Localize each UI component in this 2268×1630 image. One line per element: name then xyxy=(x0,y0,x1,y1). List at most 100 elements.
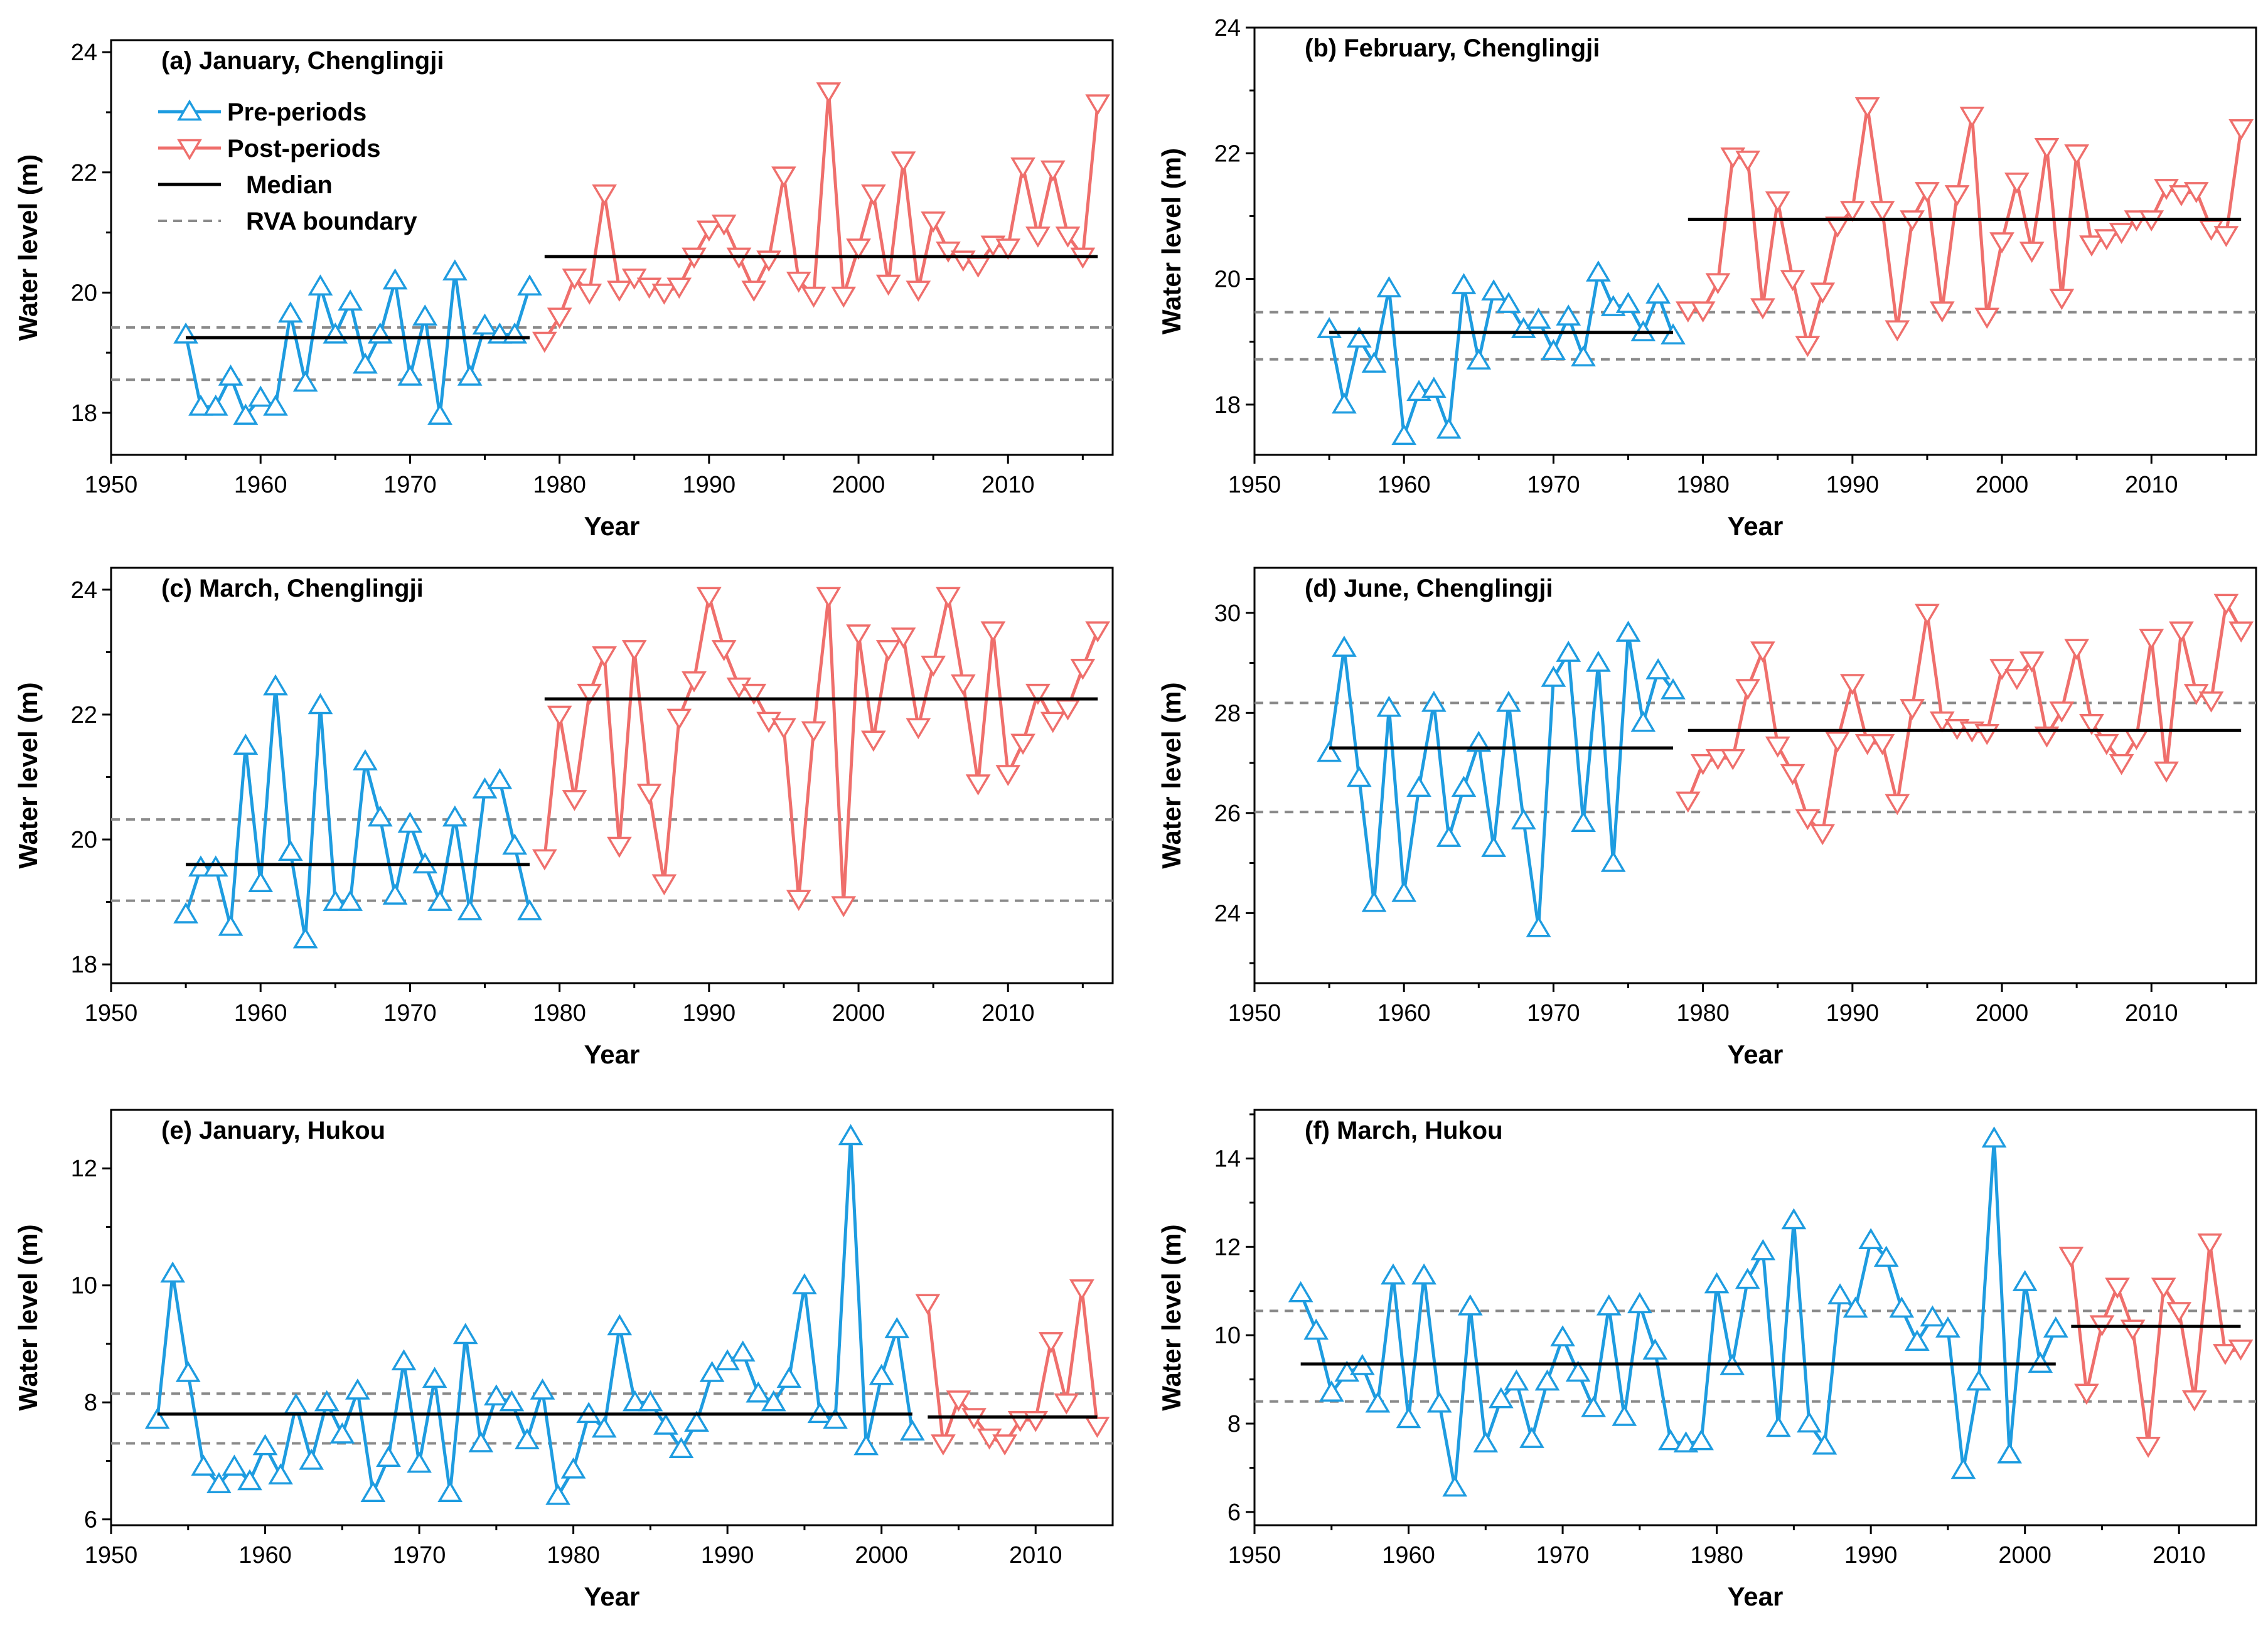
post-data-point xyxy=(2228,119,2254,141)
pre-data-point xyxy=(1596,1294,1622,1316)
y-tick-label: 18 xyxy=(71,400,97,427)
pre-periods-line xyxy=(1299,1137,2058,1489)
post-data-point xyxy=(1974,307,2000,329)
post-data-point xyxy=(1825,731,1850,753)
pre-data-point xyxy=(1303,1318,1329,1340)
post-data-point xyxy=(1795,336,1821,358)
x-tick-label: 1970 xyxy=(1536,1542,1590,1569)
pre-data-point xyxy=(1615,292,1641,313)
post-data-point xyxy=(891,627,916,649)
x-tick-label: 1990 xyxy=(1826,472,1880,498)
post-data-point xyxy=(607,280,632,302)
pre-data-point xyxy=(367,805,393,827)
post-data-point xyxy=(816,82,842,104)
y-tick-label: 12 xyxy=(1214,1234,1241,1260)
y-tick-label: 18 xyxy=(71,952,97,978)
post-data-point xyxy=(801,286,826,308)
post-data-point xyxy=(2213,1344,2238,1365)
post-data-point xyxy=(696,220,722,242)
pre-data-point xyxy=(1627,1292,1652,1314)
x-tick-label: 1960 xyxy=(234,1000,287,1026)
pre-data-point xyxy=(1541,339,1566,360)
pre-data-point xyxy=(427,403,452,425)
pre-data-point xyxy=(1288,1281,1313,1302)
pre-data-point xyxy=(1381,1263,1406,1285)
pre-data-point xyxy=(277,839,303,861)
y-tick-label: 14 xyxy=(1214,1146,1241,1172)
x-tick-label: 1970 xyxy=(383,1000,437,1026)
x-tick-label: 2000 xyxy=(1976,472,2029,498)
x-tick-label: 1970 xyxy=(383,472,437,498)
pre-data-point xyxy=(792,1273,817,1294)
x-tick-label: 1990 xyxy=(701,1542,754,1569)
pre-data-point xyxy=(730,1340,756,1362)
pre-data-point xyxy=(1765,1415,1791,1437)
y-tick-label: 12 xyxy=(71,1156,97,1182)
plot-frame xyxy=(1253,1109,2257,1526)
x-tick-label: 1990 xyxy=(1826,1000,1880,1026)
pre-data-point xyxy=(487,768,513,789)
post-data-point xyxy=(1795,809,1821,831)
pre-data-point xyxy=(1526,307,1551,329)
y-tick-label: 8 xyxy=(1228,1411,1241,1437)
pre-data-point xyxy=(776,1366,802,1388)
post-data-point xyxy=(2019,242,2045,263)
pre-data-point xyxy=(1376,276,1402,297)
pre-data-point xyxy=(1661,323,1686,344)
pre-data-point xyxy=(233,403,259,425)
pre-data-point xyxy=(638,1390,663,1412)
post-data-point xyxy=(1690,754,1716,775)
pre-data-point xyxy=(468,1431,494,1452)
post-data-point xyxy=(1900,699,1925,720)
legend-post-marker xyxy=(177,139,202,161)
pre-data-point xyxy=(1442,1475,1468,1497)
pre-data-point xyxy=(308,274,333,296)
post-data-point xyxy=(965,257,991,278)
pre-data-point xyxy=(1661,678,1686,700)
plot-frame xyxy=(110,39,1114,456)
post-data-point xyxy=(1750,641,1775,663)
x-tick-label: 2010 xyxy=(982,1000,1035,1026)
pre-data-point xyxy=(1556,641,1581,662)
post-data-point xyxy=(2228,1340,2254,1361)
pre-data-point xyxy=(838,1124,864,1146)
panel-title: (a) January, Chenglingji xyxy=(161,47,444,75)
pre-data-point xyxy=(1645,282,1671,304)
x-tick-label: 1960 xyxy=(1377,472,1431,498)
post-data-point xyxy=(2109,754,2134,775)
post-data-point xyxy=(2079,714,2104,735)
pre-data-point xyxy=(1904,1329,1930,1351)
pre-data-point xyxy=(144,1407,170,1429)
pre-data-point xyxy=(1997,1442,2023,1464)
post-data-point xyxy=(1810,282,1836,304)
x-axis-label: Year xyxy=(584,1582,640,1611)
post-data-point xyxy=(2074,1383,2099,1405)
panel-title: (e) January, Hukou xyxy=(161,1117,385,1144)
pre-data-point xyxy=(308,693,333,715)
post-data-point xyxy=(891,151,916,173)
pre-data-point xyxy=(1735,1267,1760,1289)
post-data-point xyxy=(2166,1302,2192,1323)
pre-data-point xyxy=(263,394,288,416)
post-periods-line xyxy=(1688,104,2243,347)
pre-data-point xyxy=(1858,1228,1884,1249)
pre-data-point xyxy=(884,1317,910,1338)
post-data-point xyxy=(592,646,617,668)
pre-data-point xyxy=(422,1366,447,1388)
post-data-point xyxy=(786,271,811,293)
pre-data-point xyxy=(517,899,542,920)
x-tick-label: 2010 xyxy=(2125,1000,2178,1026)
pre-data-point xyxy=(203,855,228,877)
post-data-point xyxy=(2198,691,2224,713)
post-data-point xyxy=(2183,182,2209,203)
post-data-point xyxy=(921,656,946,677)
pre-data-point xyxy=(427,890,452,911)
x-axis-label: Year xyxy=(1728,511,1784,541)
pre-data-point xyxy=(1571,811,1596,833)
y-axis-label: Water level (m) xyxy=(13,1224,43,1410)
pre-data-point xyxy=(1981,1126,2007,1148)
pre-data-point xyxy=(899,1419,925,1441)
legend: Pre-periods Post-periods Median RVA boundar… xyxy=(158,99,417,235)
post-data-point xyxy=(1929,301,1955,323)
post-periods-line xyxy=(926,1286,1099,1445)
